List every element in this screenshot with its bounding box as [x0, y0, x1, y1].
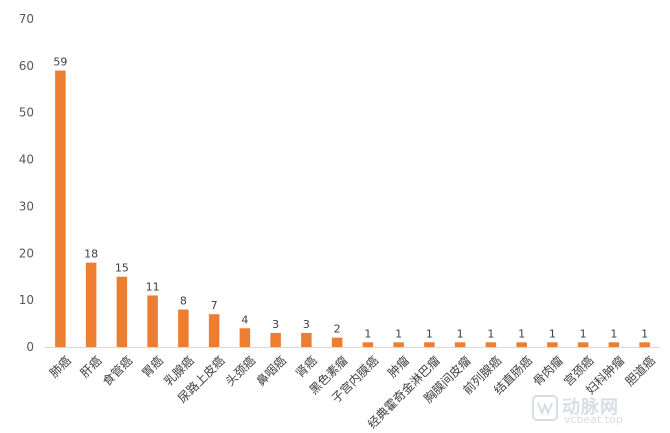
data-label: 59: [53, 56, 67, 69]
y-tick-label: 20: [19, 246, 34, 260]
y-axis: 0 10 20 30 40 50 60 70: [19, 12, 34, 354]
data-label: 11: [146, 280, 160, 293]
watermark-brand-text: 动脉网: [562, 397, 619, 418]
data-label: 1: [580, 327, 587, 340]
bar: [424, 342, 435, 347]
bar: [116, 276, 128, 347]
data-label: 2: [334, 323, 341, 336]
bar: [301, 332, 312, 347]
y-tick-label: 30: [19, 199, 34, 213]
data-label: 1: [641, 327, 648, 340]
bar: [516, 342, 527, 347]
bar: [147, 295, 158, 347]
bar: [55, 70, 66, 348]
data-label: 1: [364, 327, 371, 340]
data-label: 7: [211, 299, 218, 312]
bar: [239, 328, 251, 347]
data-label: 3: [303, 318, 310, 331]
data-label: 1: [395, 327, 402, 340]
vcbeat-logo-icon: [532, 395, 558, 421]
bar: [485, 342, 497, 347]
data-label: 4: [241, 313, 248, 326]
y-tick-label: 0: [26, 340, 34, 354]
data-label: 1: [518, 327, 525, 340]
data-label: 1: [549, 327, 556, 340]
x-tick-label: 肿瘤: [384, 353, 412, 381]
bar: [178, 309, 189, 347]
y-tick-label: 70: [19, 12, 34, 26]
watermark: 动脉网 vcbeat.top: [532, 393, 662, 427]
x-tick-label: 食管癌: [99, 353, 135, 389]
data-label: 1: [610, 327, 617, 340]
bar: [547, 342, 558, 347]
x-tick-label: 肺癌: [46, 353, 74, 381]
bar: [577, 342, 589, 347]
data-label: 1: [426, 327, 433, 340]
data-label: 18: [84, 248, 98, 261]
bar: [362, 342, 374, 347]
x-tick-label: 肾癌: [292, 353, 320, 381]
bar: [85, 262, 97, 347]
watermark-url-text: vcbeat.top: [564, 413, 623, 426]
bar: [270, 332, 281, 347]
x-tick-label: 鼻咽癌: [253, 353, 289, 389]
data-label: 8: [180, 295, 187, 308]
y-tick-label: 60: [19, 59, 34, 73]
x-tick-label: 头颈癌: [222, 353, 258, 389]
data-label: 3: [272, 318, 279, 331]
bar: [639, 342, 650, 347]
y-tick-label: 40: [19, 153, 34, 167]
bars: [55, 70, 650, 348]
bar: [393, 342, 404, 347]
y-tick-label: 10: [19, 293, 34, 307]
bar: [454, 342, 466, 347]
data-label: 1: [487, 327, 494, 340]
x-tick-label: 胃癌: [138, 353, 166, 381]
bar: [608, 342, 620, 347]
x-tick-label: 肝癌: [77, 353, 105, 381]
y-tick-label: 50: [19, 106, 34, 120]
data-label: 1: [457, 327, 464, 340]
x-tick-label: 胆道癌: [622, 353, 658, 389]
bar: [208, 314, 220, 347]
data-label: 15: [115, 262, 129, 275]
bar: [331, 337, 343, 347]
x-tick-label: 骨肉瘤: [530, 353, 566, 389]
